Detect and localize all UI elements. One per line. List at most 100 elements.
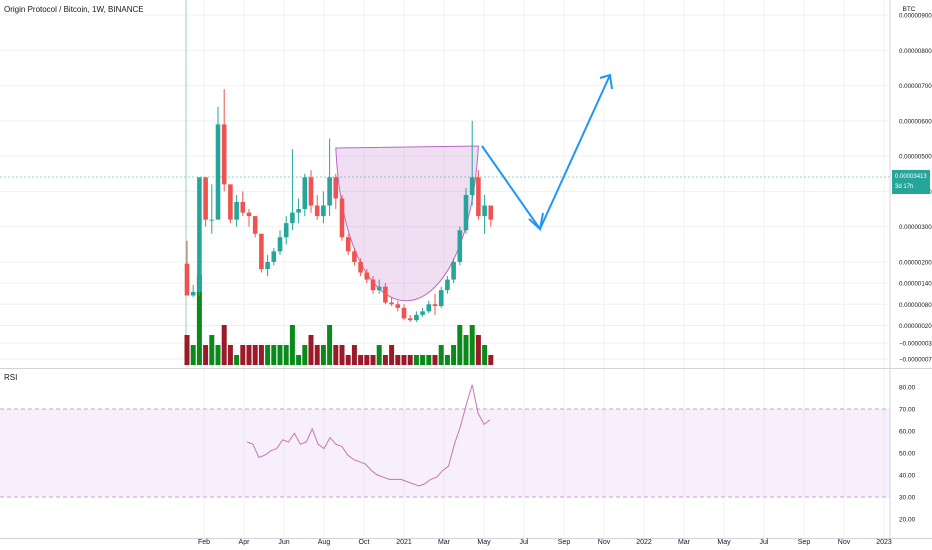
candle-body	[296, 209, 301, 213]
volume-bar	[426, 355, 432, 365]
volume-bar	[351, 345, 357, 365]
candles	[184, 89, 494, 322]
rsi-line	[246, 384, 491, 487]
arrowhead-down	[528, 212, 544, 231]
candle-body	[420, 311, 425, 315]
countdown-label: 3d 17h	[895, 184, 913, 190]
rsi-label: RSI	[4, 373, 18, 382]
current-price-label: 0.00003413	[895, 174, 927, 180]
currency-label: BTC	[903, 6, 916, 13]
time-tick-label: May	[477, 539, 491, 546]
volume-bar	[457, 325, 463, 365]
volume-bar	[444, 355, 450, 365]
projection-path	[481, 74, 611, 232]
candle-body	[209, 219, 215, 221]
candle-body	[352, 251, 357, 262]
candle-body	[339, 198, 345, 238]
rsi-tick-label: 70.00	[899, 407, 916, 414]
candle-body	[271, 251, 277, 262]
time-tick-label: Feb	[198, 539, 210, 546]
volume-bar	[277, 345, 283, 365]
cup-shape	[335, 145, 479, 302]
candle-body	[197, 177, 202, 292]
candle-body	[469, 177, 475, 195]
candle-body	[364, 272, 370, 280]
candle-body	[438, 290, 444, 307]
volume-bars	[184, 275, 494, 365]
volume-bar	[364, 355, 370, 365]
volume-bar	[382, 355, 388, 365]
volume-bar	[314, 345, 320, 365]
time-tick-label: Sep	[798, 539, 811, 546]
candle-body	[283, 223, 289, 238]
volume-bar	[240, 345, 246, 365]
volume-bar	[339, 345, 345, 365]
volume-bar	[420, 355, 426, 365]
candle-body	[407, 318, 413, 321]
candle-body	[383, 286, 388, 303]
candle-body	[445, 279, 450, 291]
price-tick-label: 0.00000800	[899, 48, 932, 55]
axis-labels: 0.00000900 0.00000800 0.00000700 0.00000600…	[198, 6, 932, 546]
rsi-tick-label: 20.00	[899, 517, 916, 524]
time-tick-label: 2023	[876, 539, 892, 546]
time-tick-label: May	[717, 539, 731, 546]
candle-body	[395, 304, 401, 308]
price-tick-label: 0.00000600	[899, 118, 932, 125]
chart-title: Origin Protocol / Bitcoin, 1W, BINANCE	[4, 5, 144, 14]
candle-body	[240, 201, 246, 213]
candle-body	[277, 237, 283, 252]
time-tick-label: Jun	[278, 539, 289, 546]
candle-body	[203, 177, 208, 220]
volume-bar	[401, 355, 407, 365]
rsi-band	[0, 408, 890, 498]
candle-body	[451, 261, 456, 280]
time-tick-label: Oct	[359, 539, 370, 546]
candle-body	[184, 263, 190, 296]
candle-body	[215, 124, 221, 220]
volume-bar	[376, 345, 382, 365]
time-tick-label: Nov	[838, 539, 851, 546]
cup-pattern	[335, 145, 479, 302]
volume-bar	[320, 345, 326, 365]
candle-body	[389, 302, 394, 305]
time-tick-label: Sep	[558, 539, 571, 546]
volume-bar	[296, 355, 302, 365]
rsi-tick-label: 40.00	[899, 473, 916, 480]
candle-body	[401, 307, 407, 319]
price-tick-label: 0.00000140	[899, 281, 932, 288]
time-tick-label: 2021	[396, 539, 412, 546]
rsi-tick-label: 30.00	[899, 495, 916, 502]
volume-bar	[283, 345, 289, 365]
price-tick-label: 0.00000500	[899, 154, 932, 161]
price-tick-label: −0.00000030	[899, 341, 932, 348]
candle-body	[259, 233, 264, 270]
candle-body	[302, 177, 308, 210]
candle-body	[321, 205, 326, 217]
candle-body	[414, 314, 419, 321]
volume-bar	[234, 355, 240, 365]
candle-body	[190, 291, 196, 296]
volume-bar	[432, 355, 438, 365]
volume-bar	[407, 355, 413, 365]
volume-bar	[488, 355, 494, 365]
volume-bar	[302, 345, 308, 365]
volume-bar	[469, 325, 475, 365]
candle-body	[333, 177, 339, 199]
volume-bar	[190, 345, 196, 365]
rsi-tick-label: 80.00	[899, 385, 916, 392]
projection-arrows	[481, 73, 613, 232]
rsi-tick-label: 50.00	[899, 451, 916, 458]
candle-body	[228, 184, 233, 220]
candle-body	[327, 177, 332, 206]
candle-body	[314, 205, 320, 217]
price-tick-label: 0.00000200	[899, 259, 932, 266]
volume-bar	[246, 345, 252, 365]
volume-bar	[289, 325, 295, 365]
volume-bar	[203, 345, 209, 365]
volume-bar	[327, 325, 333, 365]
volume-bar	[438, 345, 444, 365]
volume-bar	[389, 345, 395, 365]
